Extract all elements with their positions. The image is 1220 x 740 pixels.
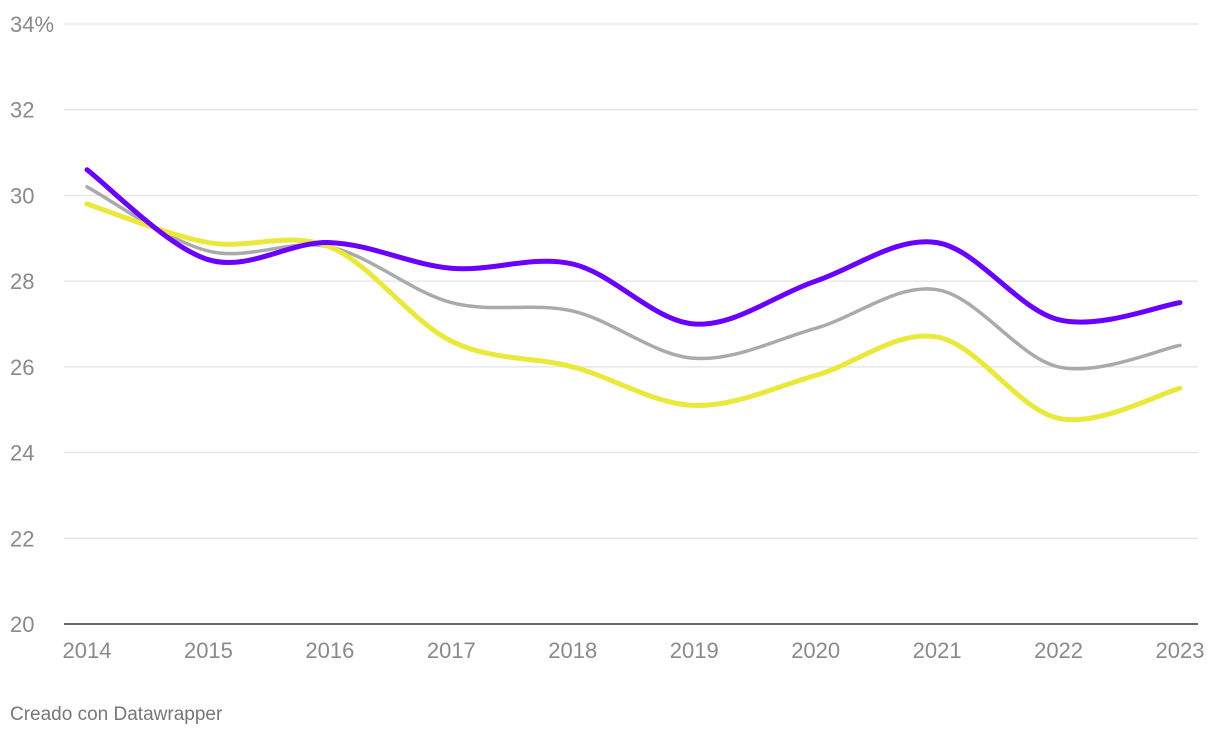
x-tick-label: 2023 [1156,638,1205,663]
x-tick-label: 2015 [184,638,233,663]
datawrapper-credit: Creado con Datawrapper [10,704,223,725]
x-tick-label: 2020 [791,638,840,663]
x-tick-label: 2022 [1034,638,1083,663]
x-tick-label: 2014 [63,638,112,663]
x-tick-label: 2018 [548,638,597,663]
x-tick-label: 2016 [305,638,354,663]
y-tick-label: 30 [10,183,34,208]
series-layer [84,167,1183,423]
y-tick-label: 34% [10,12,54,37]
series-line-yellow [84,201,1183,423]
y-tick-label: 32 [10,98,34,123]
x-tick-label: 2021 [913,638,962,663]
x-tick-label: 2017 [427,638,476,663]
y-tick-label: 20 [10,612,34,637]
y-tick-label: 28 [10,269,34,294]
y-tick-label: 24 [10,441,34,466]
series-line-gray [85,185,1182,371]
grid-layer [64,23,1198,625]
y-tick-label: 22 [10,526,34,551]
y-tick-label: 26 [10,355,34,380]
x-tick-label: 2019 [670,638,719,663]
series-line-purple [84,167,1183,327]
